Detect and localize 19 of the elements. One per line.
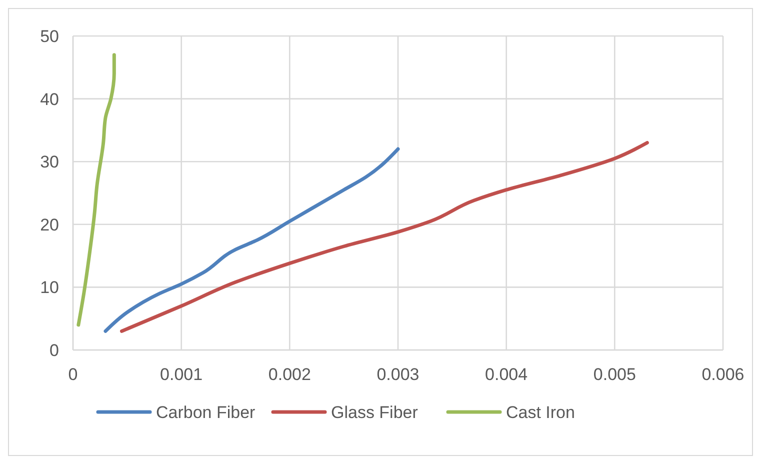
x-tick-label: 0.006 <box>702 365 744 384</box>
x-tick-label: 0 <box>68 365 78 384</box>
x-tick-label: 0.001 <box>160 365 203 384</box>
x-tick-label: 0.003 <box>376 365 420 384</box>
y-tick-label: 10 <box>40 278 59 298</box>
y-tick-label: 40 <box>40 90 59 109</box>
y-tick-label: 20 <box>40 215 59 234</box>
legend-label: Cast Iron <box>506 402 575 422</box>
legend-label: Glass Fiber <box>331 402 418 422</box>
y-tick-label: 30 <box>40 152 59 172</box>
legend-label: Carbon Fiber <box>156 402 256 422</box>
x-tick-label: 0.002 <box>268 365 311 384</box>
x-tick-label: 0.005 <box>593 365 636 384</box>
line-series <box>104 147 400 333</box>
line-series <box>120 141 649 333</box>
line-series <box>76 53 116 327</box>
y-tick-label: 50 <box>40 26 59 46</box>
x-tick-label: 0.004 <box>485 365 528 384</box>
y-tick-label: 0 <box>50 340 59 360</box>
